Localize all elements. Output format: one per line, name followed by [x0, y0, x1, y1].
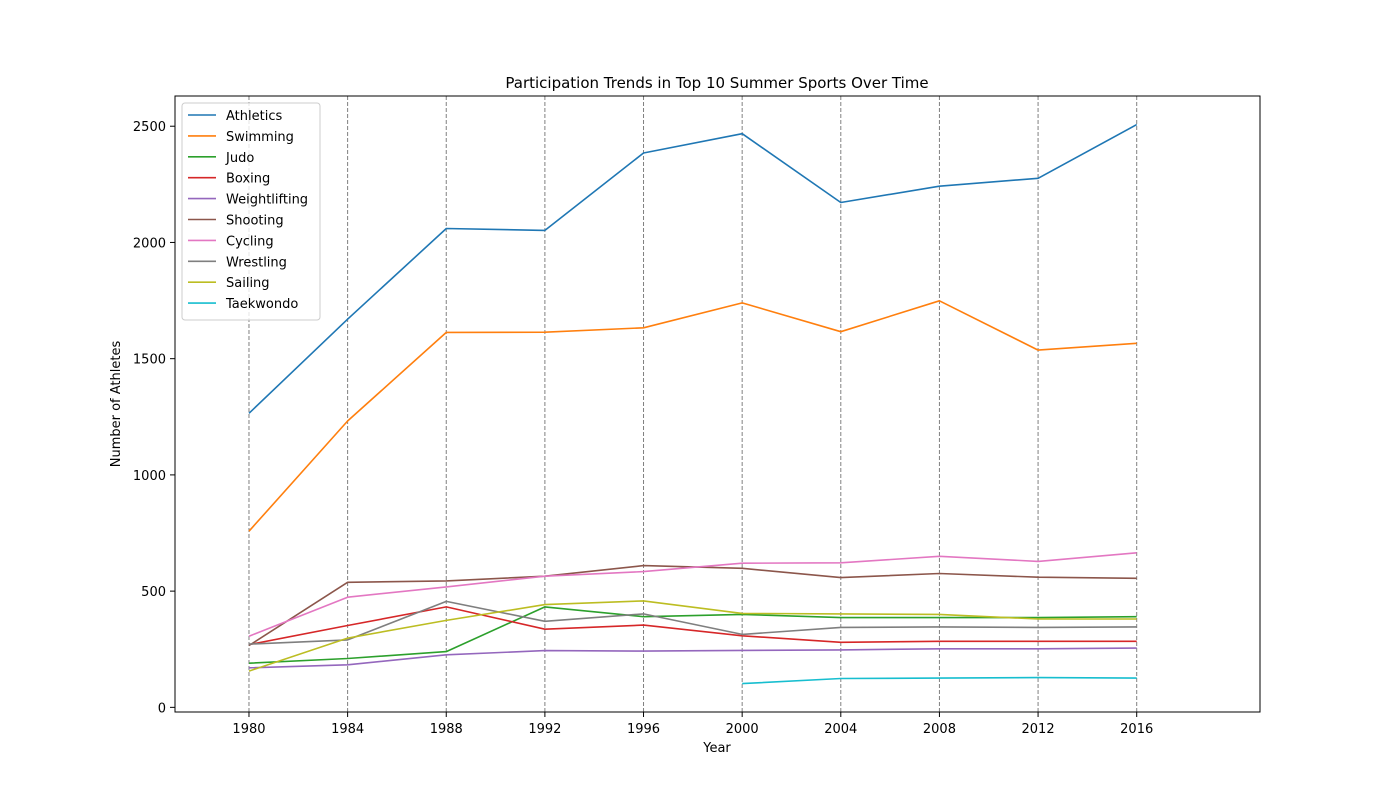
x-tick-label-1984: 1984: [331, 722, 364, 737]
series-line-swimming: [248, 300, 1137, 532]
legend-label-cycling: Cycling: [226, 234, 274, 249]
grid-layer: [248, 96, 1138, 712]
series-line-boxing: [248, 606, 1137, 646]
legend-label-sailing: Sailing: [226, 276, 270, 291]
y-tick-label-0: 0: [158, 701, 166, 716]
series-layer: [248, 123, 1138, 685]
legend: Athletics Swimming Judo Boxing Weightlifting…: [181, 102, 321, 321]
series-line-sailing: [248, 600, 1137, 672]
x-tick-label-2012: 2012: [1022, 722, 1055, 737]
y-tick-label-2500: 2500: [133, 120, 166, 135]
chart-title: Participation Trends in Top 10 Summer Sp…: [505, 74, 928, 92]
y-tick-label-2000: 2000: [133, 236, 166, 251]
x-tick-label-1992: 1992: [528, 722, 561, 737]
y-axis-label: Number of Athletes: [109, 341, 124, 468]
x-tick-label-2008: 2008: [923, 722, 956, 737]
legend-label-boxing: Boxing: [226, 172, 270, 187]
x-tick-label-1988: 1988: [430, 722, 463, 737]
series-line-taekwondo: [742, 676, 1137, 685]
legend-label-judo: Judo: [225, 151, 254, 166]
x-tick-label-2000: 2000: [726, 722, 759, 737]
legend-label-shooting: Shooting: [226, 214, 284, 229]
legend-label-swimming: Swimming: [226, 130, 294, 145]
y-axis: 0 500 1000 1500 2000 2500: [133, 120, 175, 716]
x-tick-label-1980: 1980: [232, 722, 265, 737]
legend-label-wrestling: Wrestling: [226, 255, 287, 270]
y-tick-label-1500: 1500: [133, 353, 166, 368]
series-line-wrestling: [248, 600, 1137, 645]
series-line-cycling: [248, 552, 1137, 637]
y-tick-label-500: 500: [141, 585, 166, 600]
x-tick-label-1996: 1996: [627, 722, 660, 737]
legend-label-athletics: Athletics: [226, 109, 282, 124]
series-line-judo: [248, 606, 1137, 664]
x-axis-label: Year: [702, 741, 731, 756]
legend-frame: [181, 102, 321, 321]
y-tick-label-1000: 1000: [133, 469, 166, 484]
plot-area-frame: [174, 95, 1261, 713]
legend-label-taekwondo: Taekwondo: [225, 297, 298, 312]
x-axis: 1980 1984 1988 1992 1996 2000 2004 2008 2012 2016: [232, 712, 1153, 737]
series-line-athletics: [248, 123, 1138, 414]
x-tick-label-2016: 2016: [1120, 722, 1153, 737]
x-tick-label-2004: 2004: [824, 722, 857, 737]
series-line-weightlifting: [248, 647, 1137, 669]
legend-label-weightlifting: Weightlifting: [226, 193, 308, 208]
